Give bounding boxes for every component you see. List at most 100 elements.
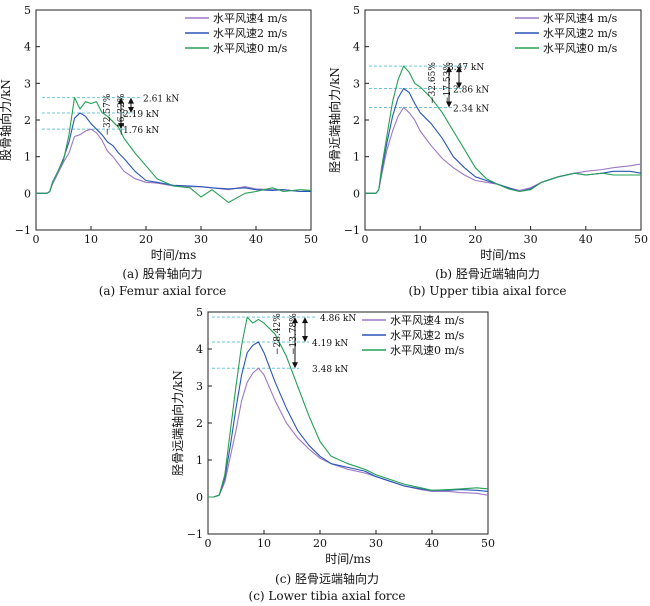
legend-label-2: 水平风速0 m/s [213,42,288,55]
legend-label-1: 水平风速2 m/s [543,27,618,40]
y-tick-label: 2 [24,114,31,127]
y-tick-label: 1 [24,151,31,164]
x-tick-label: 30 [194,233,208,246]
y-tick-label: 4 [353,41,360,54]
annotation-value-high: 2.61 kN [143,95,179,105]
x-axis-label: 时间/ms [480,248,526,262]
x-tick-label: 20 [139,233,153,246]
series-line-2 [208,316,489,498]
y-tick-label: 5 [353,4,360,17]
y-tick-label: 0 [24,187,31,200]
annotation-arrow-large-head [446,101,452,108]
legend-label-0: 水平风速4 m/s [390,314,465,327]
y-tick-label: 0 [353,187,360,200]
caption-cn-c: (c) 胫骨远端轴向力 [275,572,379,586]
series-line-2 [365,65,641,194]
series-line-0 [36,128,312,194]
x-tick-label: 40 [579,233,593,246]
legend-label-2: 水平风速0 m/s [543,42,618,55]
y-tick-label: 2 [353,114,360,127]
x-tick-label: 0 [33,233,40,246]
x-axis-label: 时间/ms [325,552,371,566]
x-tick-label: 50 [304,233,318,246]
x-tick-label: 30 [524,233,538,246]
y-tick-label: 5 [24,4,31,17]
annotation-arrow-large-tail [446,66,452,73]
annotation-percent-1: −17.53% [443,62,453,104]
x-tick-label: 10 [257,537,271,550]
annotation-arrow-small-head [456,82,462,89]
y-axis-label: 胫骨远端轴向力/kN [170,370,185,476]
annotation-value-low: 1.76 kN [123,126,159,136]
panel-upper-tibia-axial-force: 0 10 20 30 40 50 −1 0 1 2 3 4 5 时间/ms 胫骨近端轴向力/kN 3.47 k… [325,0,650,305]
x-tick-label: 50 [634,233,648,246]
y-axis-label: 胫骨近端轴向力/kN [327,67,342,173]
caption-cn-a: (a) 股骨轴向力 [122,267,203,281]
x-tick-label: 40 [425,537,439,550]
annotation-value-mid: 4.19 kN [312,339,348,349]
series-line-1 [36,112,311,194]
annotation-value-mid: 2.19 kN [123,110,159,120]
annotation-arrow-small-tail [302,317,308,324]
series-line-0 [208,367,489,498]
y-tick-label: 0 [196,491,203,504]
annotation-value-mid: 2.86 kN [453,85,489,95]
annotation-value-high: 4.86 kN [320,314,356,324]
annotation-arrow-small-head [128,107,134,114]
caption-en-a: (a) Femur axial force [98,284,227,298]
x-tick-label: 0 [362,233,369,246]
annotation-value-high: 3.47 kN [448,63,484,73]
y-axis-label: 股骨轴向力/kN [0,79,13,161]
annotation-value-low: 3.48 kN [312,365,348,375]
y-tick-label: 2 [196,417,203,430]
x-tick-label: 10 [413,233,427,246]
annotation-percent-1: −16.32% [117,93,127,135]
annotation-percent-0: −32.57% [103,93,113,135]
y-tick-label: 1 [196,454,203,467]
series-line-1 [365,87,642,194]
y-tick-label: 3 [24,77,31,90]
annotation-value-low: 2.34 kN [453,105,489,115]
annotation-arrow-large-tail [118,97,124,104]
legend-label-1: 水平风速2 m/s [390,329,465,342]
x-tick-label: 10 [84,233,98,246]
panel-femur-axial-force: 0 10 20 30 40 50 −1 0 1 2 3 4 5 时间/ms 股骨轴向力/kN 2.61 kN 2… [0,0,325,305]
annotation-percent-1: −13.78% [289,313,299,355]
legend-label-1: 水平风速2 m/s [213,27,288,40]
y-tick-label: −1 [344,224,360,237]
annotation-arrow-large-head [118,123,124,130]
x-tick-label: 40 [249,233,263,246]
annotation-arrow-small-tail [128,97,134,104]
y-tick-label: 3 [353,77,360,90]
caption-cn-b: (b) 胫骨近端轴向力 [435,267,540,281]
x-axis-label: 时间/ms [151,248,197,262]
caption-en-c: (c) Lower tibia axial force [248,589,406,603]
annotation-arrow-large-head [292,362,298,369]
annotation-percent-0: −28.42% [273,313,283,355]
annotation-arrow-small-tail [456,66,462,73]
series-line-0 [365,106,642,194]
x-tick-label: 50 [481,537,495,550]
x-tick-label: 20 [468,233,482,246]
legend-label-2: 水平风速0 m/s [390,344,465,357]
y-tick-label: −1 [187,528,203,541]
x-tick-label: 0 [205,537,212,550]
x-tick-label: 20 [313,537,327,550]
legend-label-0: 水平风速4 m/s [543,12,618,25]
annotation-arrow-small-head [302,335,308,342]
caption-en-b: (b) Upper tibia aixal force [408,284,567,298]
y-tick-label: 1 [353,151,360,164]
y-tick-label: 3 [196,380,203,393]
y-tick-label: 5 [196,306,203,319]
legend-label-0: 水平风速4 m/s [213,12,288,25]
y-tick-label: −1 [15,224,31,237]
y-tick-label: 4 [24,41,31,54]
annotation-arrow-large-tail [292,317,298,324]
y-tick-label: 4 [196,343,203,356]
panel-lower-tibia-axial-force: 0 10 20 30 40 50 −1 0 1 2 3 4 5 时间/ms 胫骨远端轴向力/kN 4.86 k… [162,305,495,606]
series-line-2 [36,97,312,204]
annotation-percent-0: −32.65% [428,62,438,104]
